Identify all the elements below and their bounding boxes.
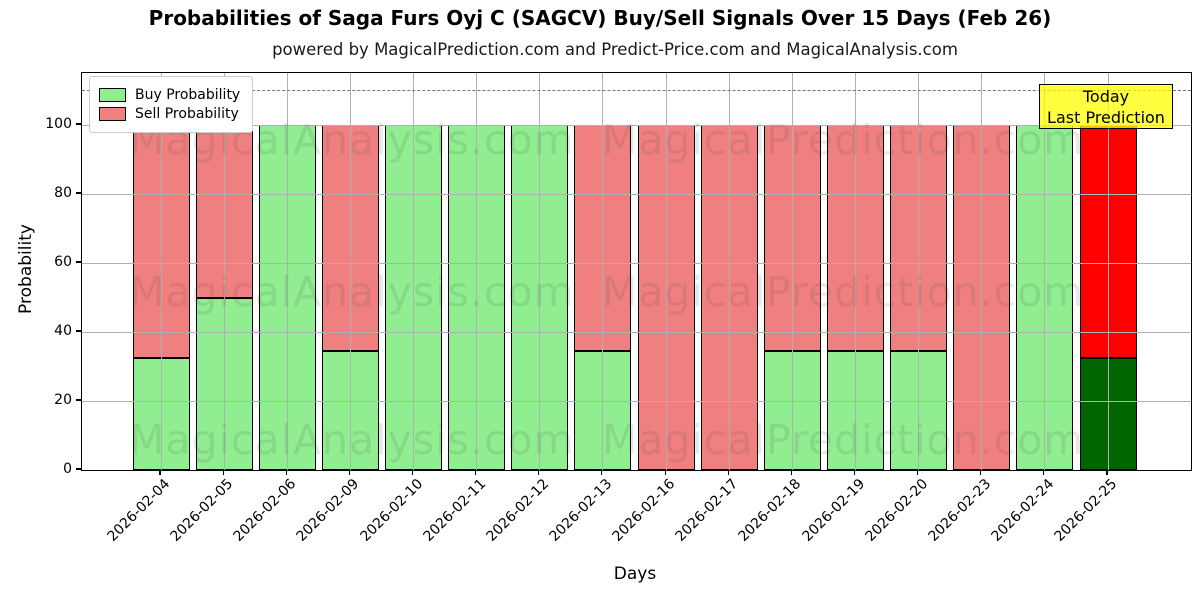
- x-tick-mark: [159, 470, 161, 476]
- legend-row: Buy Probability: [99, 87, 240, 103]
- y-tick-mark: [75, 468, 81, 470]
- y-tick-label: 20: [54, 392, 72, 408]
- x-tick-mark: [1106, 470, 1108, 476]
- x-tick-mark: [285, 470, 287, 476]
- today-annotation: Today Last Prediction: [1039, 84, 1173, 129]
- y-tick-label: 100: [45, 116, 72, 132]
- y-tick-label: 60: [54, 254, 72, 270]
- legend-row: Sell Probability: [99, 106, 240, 122]
- today-annotation-line1: Today: [1082, 87, 1130, 106]
- x-tick-mark: [790, 470, 792, 476]
- vertical-gridline: [791, 73, 793, 470]
- x-tick-mark: [222, 470, 224, 476]
- vertical-gridline: [602, 73, 604, 470]
- vertical-gridline: [349, 73, 351, 470]
- y-tick-label: 0: [63, 461, 72, 477]
- x-tick-mark: [917, 470, 919, 476]
- chart-title: Probabilities of Saga Furs Oyj C (SAGCV)…: [148, 6, 1052, 30]
- y-tick-mark: [75, 330, 81, 332]
- vertical-gridline: [1044, 73, 1046, 470]
- legend: Buy Probability Sell Probability: [89, 76, 254, 133]
- plot-area: MagicalAnalysis.com MagicalPrediction.com…: [81, 72, 1192, 471]
- vertical-gridline: [728, 73, 730, 470]
- x-tick-mark: [727, 470, 729, 476]
- watermark-text: MagicalAnalysis.com: [129, 268, 575, 316]
- today-annotation-line2: Last Prediction: [1047, 108, 1165, 127]
- horizontal-gridline: [82, 401, 1191, 402]
- watermark-text: MagicalPrediction.com: [602, 268, 1085, 316]
- horizontal-gridline: [82, 332, 1191, 333]
- chart-subtitle: powered by MagicalPrediction.com and Pre…: [272, 40, 958, 59]
- vertical-gridline: [855, 73, 856, 470]
- x-tick-mark: [980, 470, 982, 476]
- x-axis-label: Days: [613, 564, 657, 584]
- x-tick-mark: [475, 470, 477, 476]
- horizontal-gridline: [82, 194, 1191, 195]
- vertical-gridline: [539, 73, 541, 470]
- vertical-gridline: [476, 73, 478, 470]
- threshold-dashed-line: [82, 90, 1191, 91]
- legend-swatch: [99, 107, 126, 121]
- vertical-gridline: [1107, 73, 1109, 470]
- legend-label: Buy Probability: [135, 87, 241, 103]
- vertical-gridline: [665, 73, 667, 470]
- x-tick-mark: [664, 470, 666, 476]
- vertical-gridline: [286, 73, 288, 470]
- watermark-text: MagicalAnalysis.com: [129, 416, 575, 464]
- horizontal-gridline: [82, 125, 1191, 126]
- vertical-gridline: [413, 73, 414, 470]
- y-tick-label: 80: [54, 185, 72, 201]
- vertical-gridline: [160, 73, 162, 470]
- watermark-text: MagicalPrediction.com: [602, 116, 1085, 164]
- y-axis-label: Probability: [16, 224, 36, 314]
- x-tick-mark: [601, 470, 603, 476]
- vertical-gridline: [981, 73, 983, 470]
- vertical-gridline: [223, 73, 225, 470]
- x-tick-mark: [853, 470, 856, 476]
- y-tick-mark: [75, 123, 81, 125]
- watermark-text: MagicalPrediction.com: [602, 416, 1085, 464]
- x-tick-mark: [538, 470, 540, 476]
- vertical-gridline: [918, 73, 920, 470]
- y-tick-label: 40: [54, 323, 72, 339]
- y-tick-mark: [75, 261, 81, 263]
- legend-label: Sell Probability: [135, 106, 239, 122]
- legend-swatch: [99, 88, 126, 102]
- x-tick-mark: [411, 470, 414, 476]
- y-tick-mark: [75, 192, 81, 194]
- x-tick-mark: [348, 470, 350, 476]
- x-tick-mark: [1043, 470, 1045, 476]
- y-tick-mark: [75, 399, 81, 401]
- horizontal-gridline: [82, 263, 1191, 264]
